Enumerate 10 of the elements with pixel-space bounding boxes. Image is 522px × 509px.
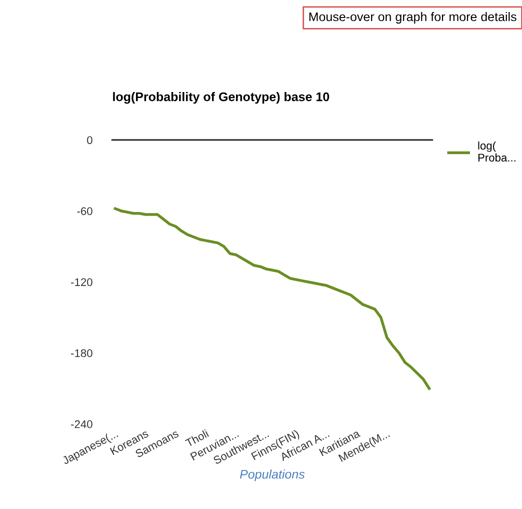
y-tick-label: -60: [77, 207, 92, 216]
line-series: [114, 207, 431, 390]
y-tick-label: -240: [71, 420, 92, 428]
y-tick-label: 0: [87, 136, 92, 144]
y-tick-label: -120: [71, 278, 92, 286]
text: Mouse-over on graph for more details: [309, 12, 516, 24]
y-tick-label: -180: [71, 349, 92, 358]
x-axis-title: Populations: [240, 469, 305, 482]
legend-label: log( Proba...: [478, 141, 516, 162]
chart-title: log(Probability of Genotype) base 10: [113, 92, 330, 104]
